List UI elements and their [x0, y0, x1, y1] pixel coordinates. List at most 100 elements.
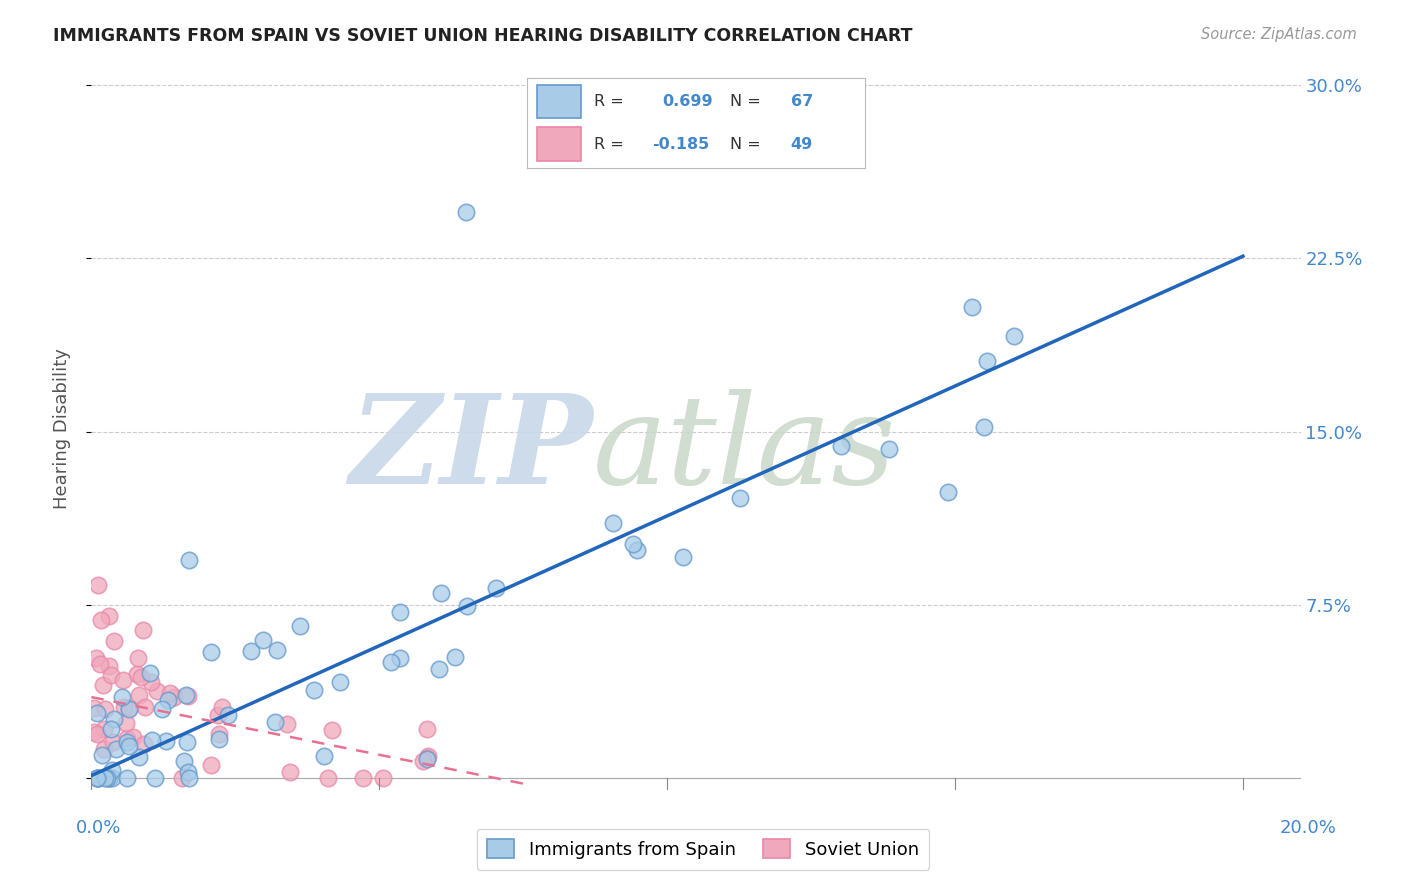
Point — [388, 651, 411, 665]
Point — [132, 738, 155, 752]
Point — [129, 670, 152, 684]
Point — [101, 763, 124, 777]
Point — [115, 735, 138, 749]
Point — [252, 632, 274, 647]
Point — [100, 668, 122, 682]
Point — [101, 771, 124, 785]
Point — [111, 690, 134, 704]
Point — [98, 771, 121, 785]
Point — [207, 726, 229, 740]
Text: 0.0%: 0.0% — [76, 819, 121, 837]
Point — [602, 516, 624, 530]
Point — [86, 727, 108, 741]
Point — [960, 300, 983, 314]
Point — [1002, 329, 1025, 343]
Point — [418, 748, 440, 763]
Point — [412, 754, 434, 768]
Point — [302, 682, 325, 697]
Legend: Immigrants from Spain, Soviet Union: Immigrants from Spain, Soviet Union — [477, 829, 929, 870]
Point — [456, 599, 478, 613]
Point — [141, 674, 163, 689]
Point — [103, 712, 125, 726]
Point — [105, 742, 128, 756]
Point — [288, 618, 311, 632]
Point — [93, 723, 115, 737]
Point — [263, 714, 285, 729]
Point — [114, 700, 136, 714]
Point — [101, 735, 124, 749]
Point — [87, 771, 110, 785]
Point — [416, 751, 439, 765]
Point — [127, 651, 149, 665]
Point — [208, 731, 231, 746]
Point — [83, 701, 105, 715]
Point — [427, 662, 450, 676]
Point — [157, 693, 180, 707]
Point — [98, 771, 121, 785]
Point — [134, 700, 156, 714]
Point — [89, 657, 111, 672]
Point — [177, 764, 200, 779]
Point — [179, 553, 201, 567]
Point — [139, 666, 162, 681]
Point — [276, 717, 298, 731]
Point — [98, 659, 121, 673]
Point — [329, 675, 352, 690]
Point — [91, 747, 114, 762]
Point — [200, 645, 222, 659]
Point — [352, 771, 374, 785]
Point — [217, 707, 239, 722]
Y-axis label: Hearing Disability: Hearing Disability — [52, 348, 70, 508]
Point — [115, 771, 138, 785]
Point — [118, 700, 141, 714]
Point — [118, 702, 141, 716]
Point — [90, 613, 112, 627]
Point — [86, 771, 108, 785]
Point — [103, 634, 125, 648]
Point — [128, 688, 150, 702]
Point — [200, 758, 222, 772]
Point — [312, 748, 335, 763]
Point — [118, 739, 141, 753]
Point — [150, 702, 173, 716]
Point — [96, 771, 118, 785]
Point — [97, 609, 120, 624]
Point — [443, 650, 465, 665]
Point — [278, 764, 301, 779]
Point — [211, 700, 233, 714]
Point — [239, 644, 262, 658]
Point — [115, 715, 138, 730]
Point — [728, 491, 751, 505]
Point — [94, 771, 117, 785]
Point — [388, 605, 411, 619]
Point — [93, 742, 115, 756]
Point — [86, 771, 108, 785]
Point — [266, 642, 288, 657]
Point — [380, 656, 402, 670]
Point — [429, 585, 451, 599]
Point — [416, 722, 439, 736]
Point — [177, 690, 200, 704]
Point — [702, 153, 724, 167]
Point — [163, 690, 186, 704]
Point — [91, 678, 114, 692]
Point — [141, 732, 163, 747]
Point — [143, 771, 166, 785]
Text: ZIP: ZIP — [350, 389, 593, 510]
Text: atlas: atlas — [593, 389, 897, 510]
Point — [86, 771, 108, 785]
Point — [86, 706, 108, 720]
Point — [155, 734, 177, 748]
Point — [973, 420, 995, 434]
Point — [87, 578, 110, 592]
Point — [485, 581, 508, 595]
Point — [877, 442, 900, 457]
Point — [83, 724, 105, 739]
Text: Source: ZipAtlas.com: Source: ZipAtlas.com — [1201, 27, 1357, 42]
Point — [621, 537, 644, 551]
Point — [179, 771, 201, 785]
Point — [174, 688, 197, 702]
Point — [127, 666, 149, 681]
Point — [321, 723, 343, 738]
Point — [626, 542, 648, 557]
